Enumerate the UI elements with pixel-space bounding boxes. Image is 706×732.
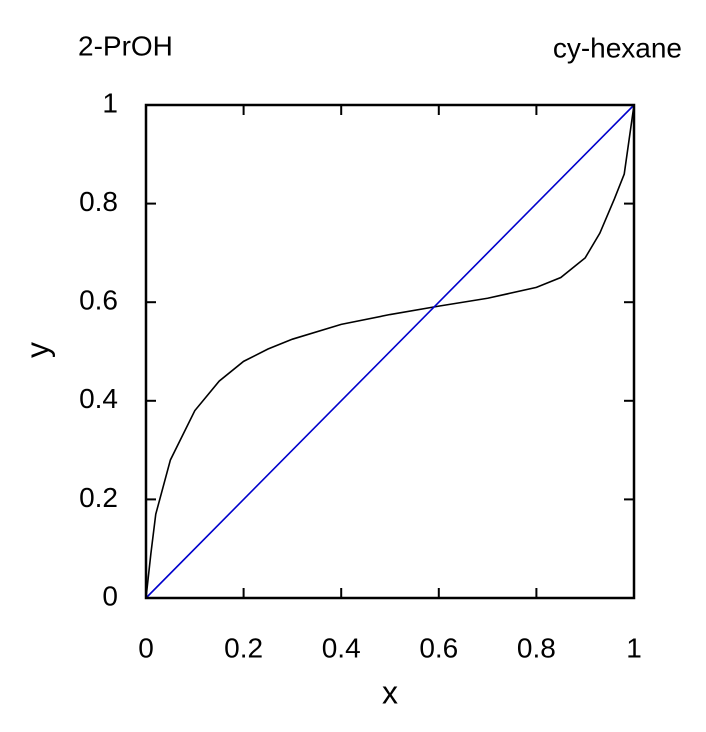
plot-frame (144, 103, 636, 600)
x-tick-label: 0.2 (224, 632, 263, 663)
left-annotation: 2-PrOH (78, 30, 173, 61)
x-tick-label: 0.4 (322, 632, 361, 663)
y-axis-label: y (19, 342, 55, 358)
series-line (145, 104, 635, 599)
series-line (145, 104, 635, 599)
y-tick-label: 0.4 (79, 383, 118, 414)
x-tick-label: 1 (626, 632, 642, 663)
x-tick-label: 0.8 (517, 632, 556, 663)
x-axis-label: x (382, 674, 398, 710)
y-tick-label: 0 (102, 580, 118, 611)
x-tick-label: 0 (138, 632, 154, 663)
right-annotation: cy-hexane (553, 32, 682, 63)
y-tick-label: 0.8 (79, 186, 118, 217)
y-tick-label: 0.2 (79, 482, 118, 513)
y-tick-label: 1 (102, 87, 118, 118)
y-tick-label: 0.6 (79, 285, 118, 316)
x-tick-label: 0.6 (419, 632, 458, 663)
